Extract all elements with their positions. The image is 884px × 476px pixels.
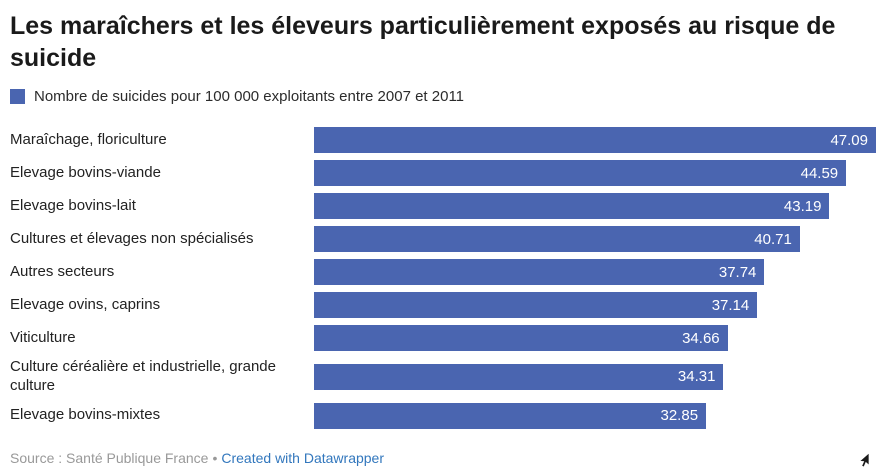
bar-row: Elevage bovins-mixtes 32.85 [10, 402, 876, 429]
bar: 37.14 [314, 292, 758, 318]
bar-label: Culture céréalière et industrielle, gran… [10, 358, 276, 394]
bar-row: Elevage ovins, caprins 37.14 [10, 292, 876, 318]
bar: 32.85 [314, 402, 707, 429]
bar-track: 32.85 [314, 402, 876, 429]
bar-track: 37.74 [314, 259, 876, 285]
bar-row: Culture céréalière et industrielle, gran… [10, 358, 876, 396]
bar-label: Maraîchage, floriculture [10, 130, 167, 148]
bar-value-label: 34.66 [682, 329, 720, 347]
bar-track: 34.66 [314, 325, 876, 351]
bar-value-label: 37.14 [711, 296, 750, 314]
bar-value-label: 43.19 [783, 197, 822, 215]
bar-row: Cultures et élevages non spécialisés 40.7… [10, 226, 876, 252]
bar-label: Viticulture [10, 328, 76, 346]
bar-chart: Maraîchage, floriculture 47.09 Elevage bov… [10, 127, 876, 429]
bar-track: 37.14 [314, 292, 876, 318]
bar: 34.31 [314, 363, 724, 390]
bar-label: Cultures et élevages non spécialisés [10, 229, 254, 247]
bar-label: Elevage ovins, caprins [10, 295, 161, 313]
bar-label: Elevage bovins-mixtes [10, 406, 161, 424]
legend: Nombre de suicides pour 100 000 exploita… [10, 88, 876, 105]
source-text: Source : Santé Publique France [10, 450, 209, 466]
legend-label: Nombre de suicides pour 100 000 exploita… [34, 88, 465, 105]
legend-swatch [10, 89, 25, 104]
mouse-cursor-icon [858, 452, 870, 468]
bar-value-label: 37.74 [718, 263, 757, 281]
bar-row: Maraîchage, floriculture 47.09 [10, 127, 876, 153]
bar: 34.66 [314, 325, 728, 351]
bar-value-label: 32.85 [660, 407, 699, 424]
bar-value-label: 44.59 [800, 164, 839, 182]
bar-row: Elevage bovins-lait 43.19 [10, 193, 876, 219]
bar-label: Elevage bovins-lait [10, 196, 136, 214]
bar-value-label: 47.09 [830, 131, 868, 149]
bar-track: 40.71 [314, 226, 876, 252]
bar-track: 43.19 [314, 193, 876, 219]
bar-label: Autres secteurs [10, 262, 115, 280]
footer: Source : Santé Publique France • Created w… [10, 450, 384, 466]
bar-row: Autres secteurs 37.74 [10, 259, 876, 285]
bar-track: 47.09 [314, 127, 876, 153]
bar-row: Viticulture 34.66 [10, 325, 876, 351]
bar-label: Elevage bovins-viande [10, 163, 161, 181]
chart-container: Les maraîchers et les éleveurs particuli… [10, 12, 876, 429]
datawrapper-link[interactable]: Created with Datawrapper [221, 450, 385, 466]
bar-row: Elevage bovins-viande 44.59 [10, 160, 876, 186]
bar: 47.09 [314, 127, 876, 153]
bar: 40.71 [314, 226, 800, 252]
footer-separator: • [212, 450, 218, 466]
page-title: Les maraîchers et les éleveurs particuli… [10, 12, 836, 72]
bar-value-label: 40.71 [754, 230, 792, 248]
bar-track: 44.59 [314, 160, 876, 186]
bar-value-label: 34.31 [677, 368, 716, 386]
bar: 44.59 [314, 160, 847, 186]
bar-track: 34.31 [314, 363, 876, 390]
bar: 43.19 [314, 193, 830, 219]
bar: 37.74 [314, 259, 765, 285]
